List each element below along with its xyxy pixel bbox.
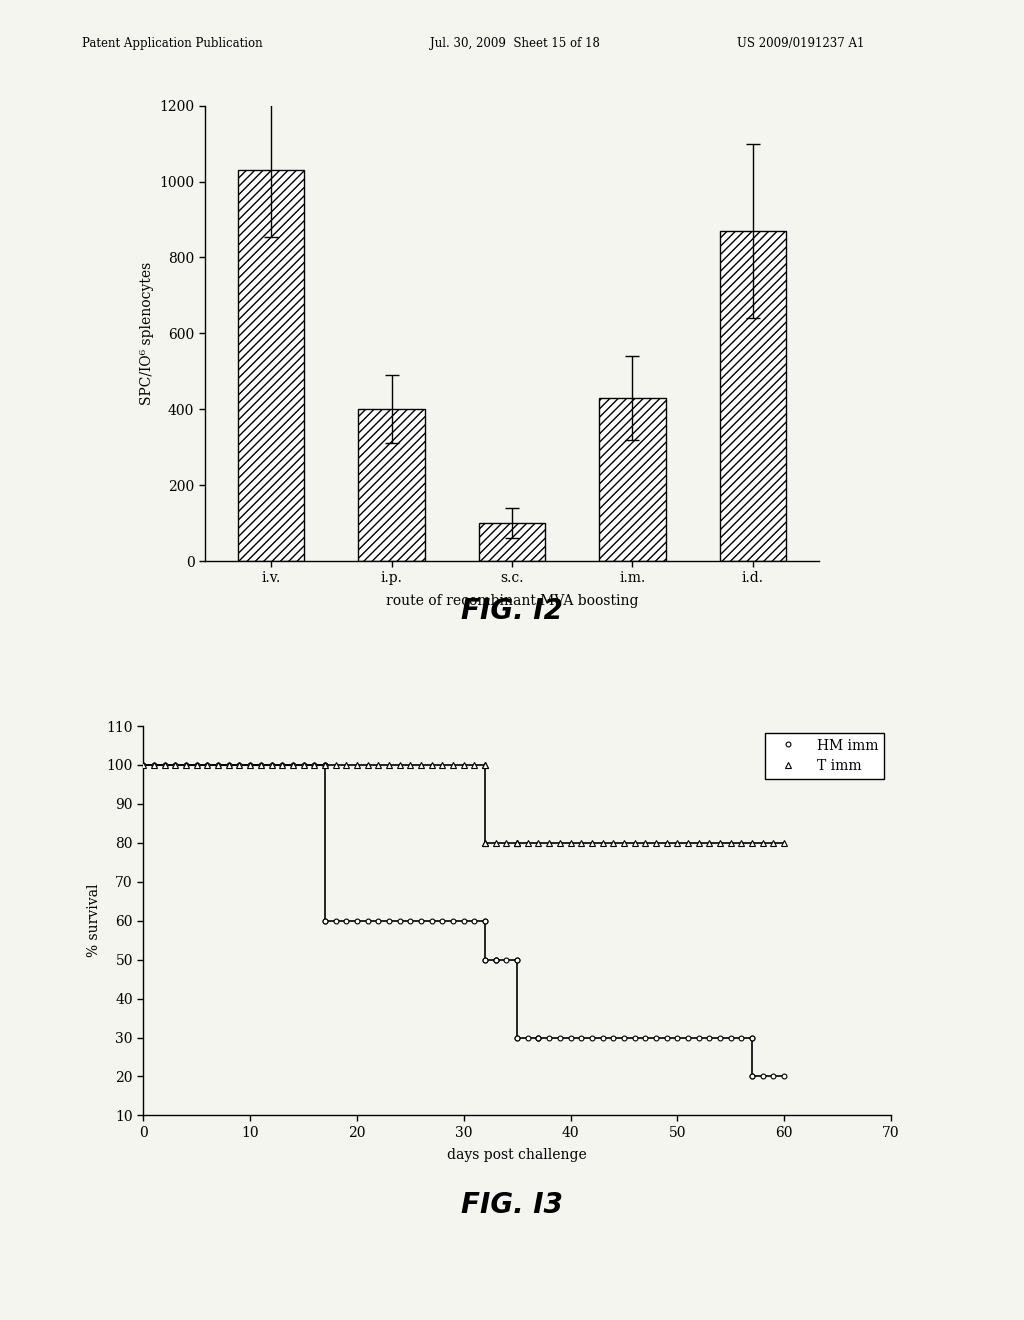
Bar	[358, 409, 425, 561]
Text: Jul. 30, 2009  Sheet 15 of 18: Jul. 30, 2009 Sheet 15 of 18	[430, 37, 600, 50]
HM imm	[501, 952, 513, 968]
T imm	[137, 758, 150, 774]
T imm	[436, 758, 449, 774]
Line: T imm: T imm	[140, 762, 786, 846]
Text: US 2009/0191237 A1: US 2009/0191237 A1	[737, 37, 864, 50]
HM imm	[458, 913, 470, 929]
Text: Patent Application Publication: Patent Application Publication	[82, 37, 262, 50]
Bar	[238, 170, 304, 561]
HM imm	[436, 913, 449, 929]
Y-axis label: % survival: % survival	[87, 884, 101, 957]
Line: HM imm: HM imm	[141, 763, 786, 1078]
T imm	[778, 836, 791, 851]
HM imm	[778, 1069, 791, 1085]
Bar	[720, 231, 786, 561]
Legend: HM imm, T imm: HM imm, T imm	[766, 733, 884, 779]
T imm	[308, 758, 321, 774]
HM imm	[297, 758, 309, 774]
HM imm	[383, 913, 395, 929]
T imm	[351, 758, 364, 774]
T imm	[735, 836, 748, 851]
Y-axis label: SPC/IO⁶ splenocytes: SPC/IO⁶ splenocytes	[139, 261, 154, 405]
HM imm	[372, 913, 384, 929]
X-axis label: route of recombinant MVA boosting: route of recombinant MVA boosting	[386, 594, 638, 607]
T imm	[479, 836, 492, 851]
T imm	[190, 758, 203, 774]
HM imm	[137, 758, 150, 774]
Text: FIG. I3: FIG. I3	[461, 1191, 563, 1218]
T imm	[639, 836, 651, 851]
HM imm	[745, 1069, 758, 1085]
Text: FIG. I2: FIG. I2	[461, 597, 563, 624]
Bar	[599, 397, 666, 561]
X-axis label: days post challenge: days post challenge	[447, 1148, 587, 1162]
Bar	[479, 523, 545, 561]
